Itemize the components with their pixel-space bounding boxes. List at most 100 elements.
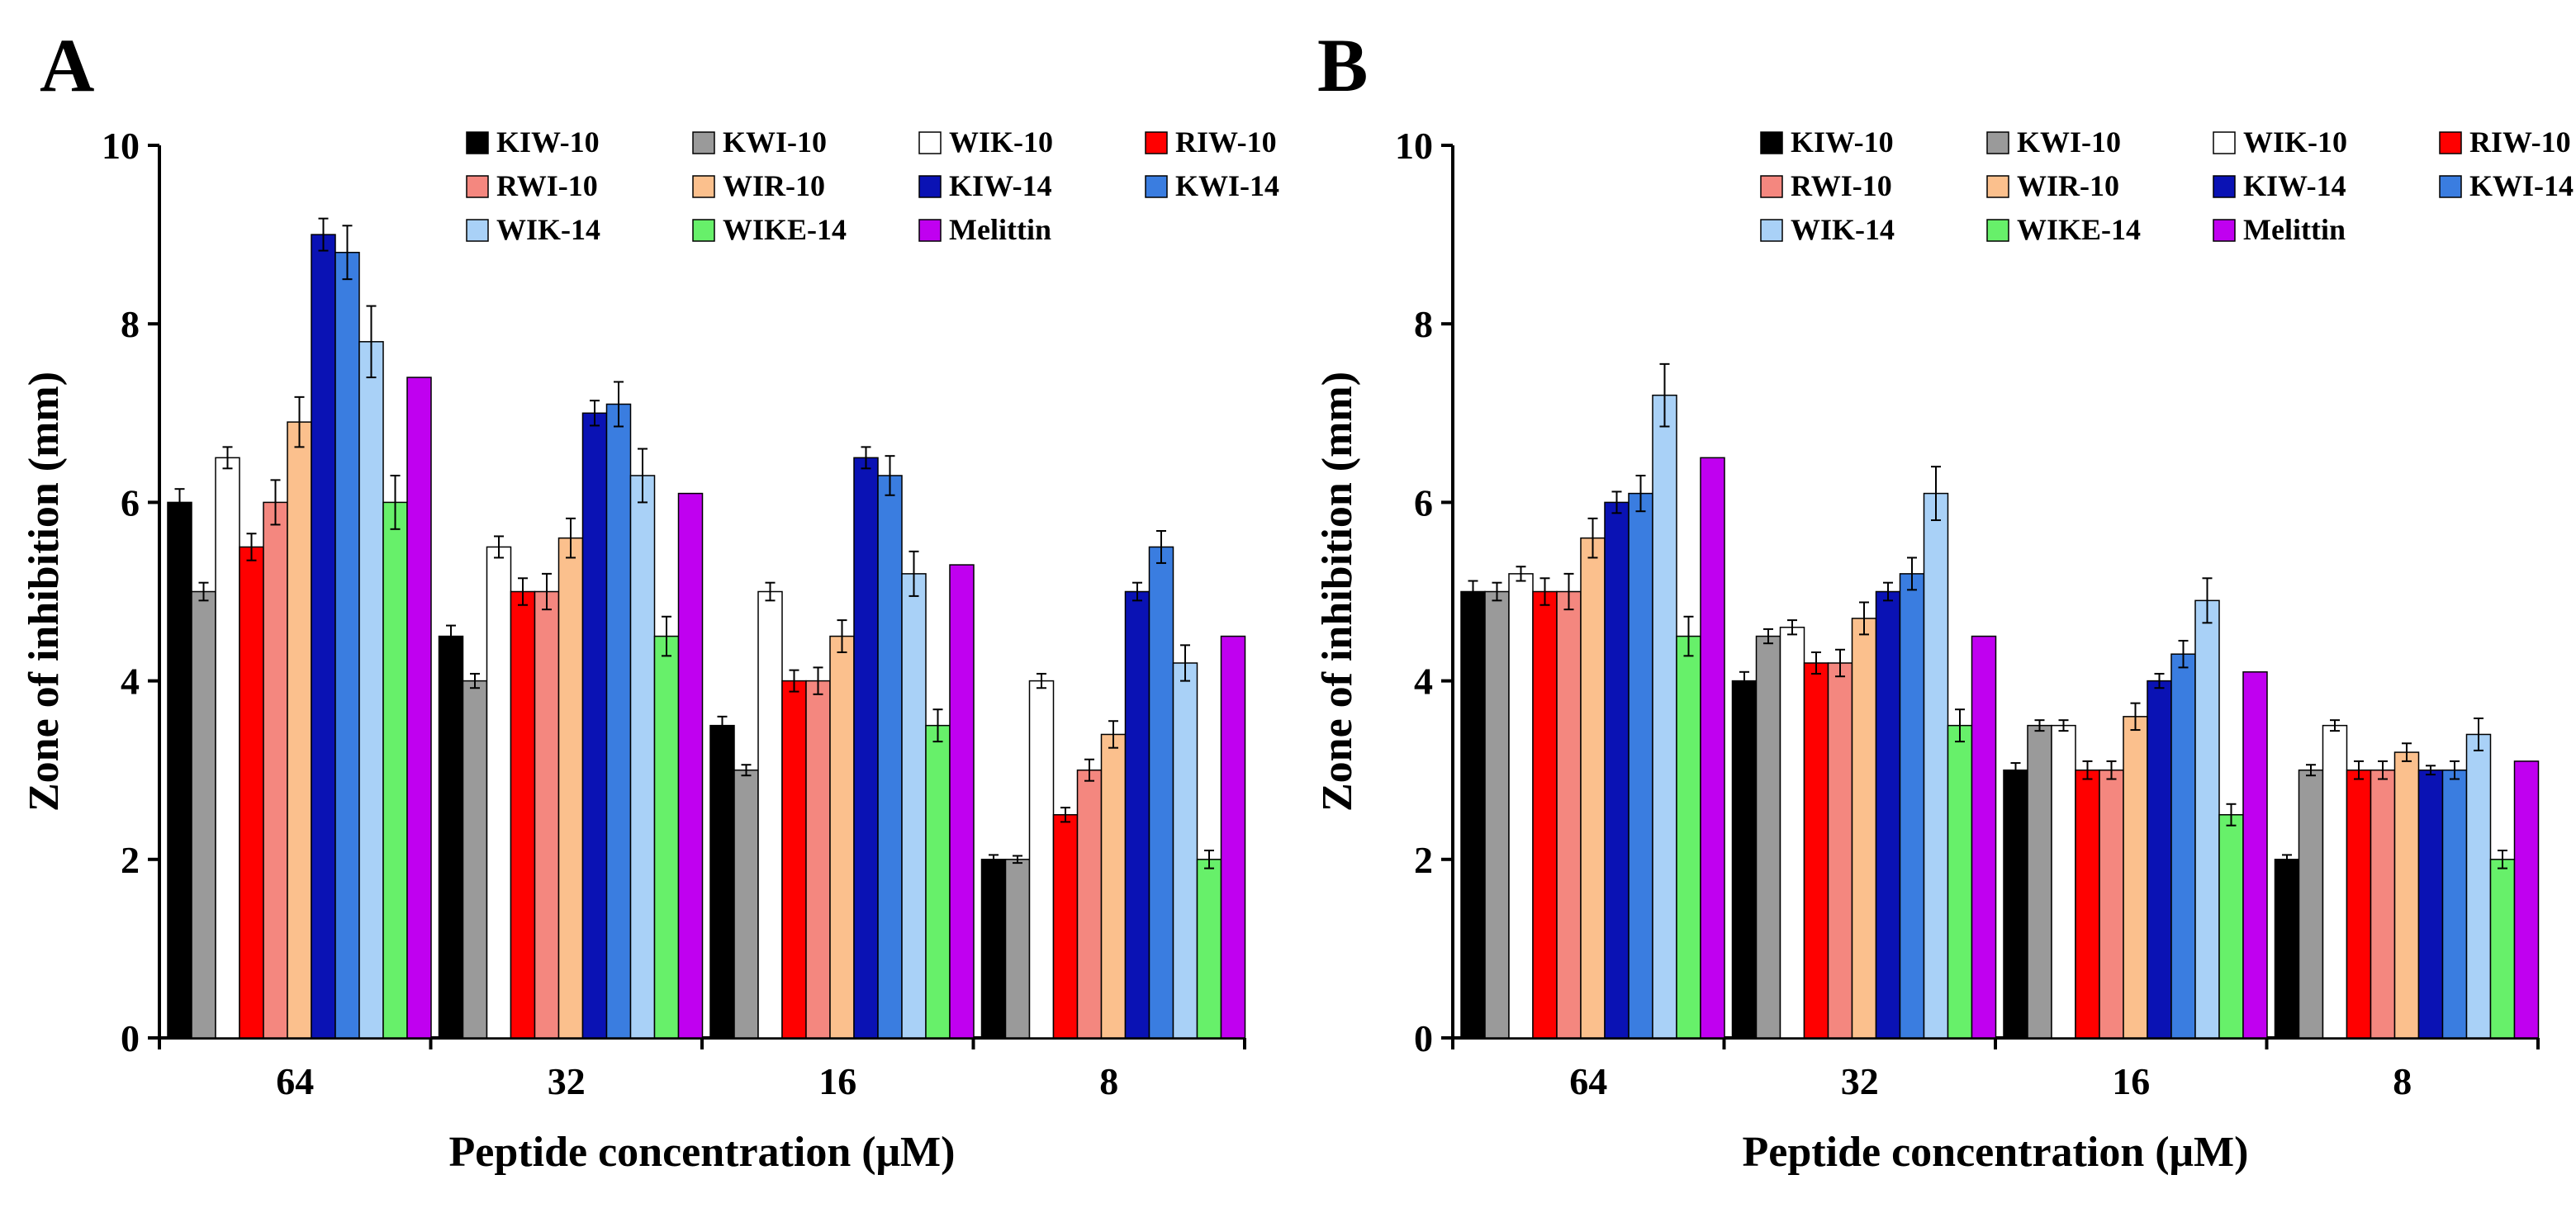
bar — [1652, 394, 1677, 1039]
bar — [263, 501, 288, 1039]
bar — [167, 501, 192, 1039]
bar — [287, 421, 312, 1039]
y-tick-label: 4 — [121, 661, 140, 703]
bar — [1803, 662, 1829, 1039]
bar — [191, 590, 216, 1039]
chart-panel-b: B 0 2 4 6 8 10 Zone of inhibition (mm) 64 32 16 8 Pe… — [1314, 23, 2574, 1176]
x-axis-title: Peptide concentration (μM) — [449, 1129, 956, 1176]
bar — [334, 251, 360, 1039]
legend-label: Melittin — [949, 213, 1051, 246]
bar — [557, 537, 584, 1039]
bar — [805, 680, 831, 1039]
legend-label: WIKE-14 — [723, 213, 847, 246]
legend-swatch — [2439, 175, 2462, 198]
x-tick-label: 8 — [2393, 1060, 2412, 1102]
bar — [781, 680, 807, 1039]
y-tick-label: 10 — [102, 125, 140, 167]
legend-swatch — [1760, 175, 1783, 198]
bar — [757, 590, 783, 1039]
bar — [1172, 662, 1198, 1039]
legend-swatch — [918, 175, 942, 198]
legend-swatch — [2213, 175, 2236, 198]
legend-swatch — [1986, 175, 2009, 198]
bar — [677, 492, 704, 1039]
y-axis-title: Zone of inhibition (mm) — [21, 372, 68, 812]
legend-label: KWI-14 — [1175, 169, 1279, 202]
bar — [2194, 599, 2220, 1039]
x-axis-title: Peptide concentration (μM) — [1743, 1129, 2249, 1176]
y-tick-label: 8 — [121, 303, 140, 345]
bar — [980, 859, 1007, 1039]
bar — [2322, 724, 2348, 1039]
x-tick-label: 32 — [1841, 1060, 1879, 1102]
legend-swatch — [466, 219, 489, 242]
legend-swatch — [692, 219, 715, 242]
bar — [486, 546, 512, 1039]
panel-letter: A — [40, 23, 94, 107]
bar — [1604, 501, 1630, 1039]
bar — [1100, 733, 1127, 1039]
legend-swatch — [692, 131, 715, 154]
legend-label: RWI-10 — [1791, 169, 1892, 202]
legend-label: RWI-10 — [496, 169, 598, 202]
y-tick-label: 0 — [1414, 1017, 1433, 1059]
bar — [1875, 590, 1901, 1039]
bar — [1484, 590, 1510, 1039]
y-tick-label: 6 — [1414, 481, 1433, 523]
legend-label: KIW-10 — [496, 126, 600, 159]
legend-label: KIW-10 — [1791, 126, 1894, 159]
bar — [949, 564, 975, 1039]
bar — [382, 501, 408, 1039]
bar — [829, 635, 855, 1039]
bar — [925, 724, 951, 1039]
x-tick-label: 16 — [2112, 1060, 2150, 1102]
legend-swatch — [918, 131, 942, 154]
bar — [358, 341, 384, 1039]
bar — [2417, 769, 2444, 1039]
bar — [2370, 769, 2396, 1039]
bar — [1532, 590, 1558, 1039]
legend-swatch — [1145, 131, 1168, 154]
bar — [1556, 590, 1582, 1039]
panel-letter: B — [1317, 23, 1368, 107]
legend-label: WIK-14 — [1791, 213, 1895, 246]
bar — [1124, 590, 1150, 1039]
y-axis-title: Zone of inhibition (mm) — [1314, 372, 1361, 812]
bar — [1196, 859, 1222, 1039]
legend-swatch — [918, 219, 942, 242]
bar — [901, 573, 927, 1039]
bar — [709, 724, 735, 1039]
bar — [2123, 716, 2148, 1039]
y-tick-label: 2 — [121, 839, 140, 881]
bar — [629, 475, 656, 1039]
legend-label: KWI-10 — [2017, 126, 2121, 159]
legend-swatch — [692, 175, 715, 198]
legend-swatch — [466, 131, 489, 154]
bar — [605, 403, 632, 1039]
legend-label: WIKE-14 — [2017, 213, 2141, 246]
legend-swatch — [466, 175, 489, 198]
bar — [653, 635, 680, 1039]
bar — [311, 234, 336, 1039]
bar — [2099, 769, 2124, 1039]
bar — [2003, 769, 2028, 1039]
bar — [2242, 671, 2268, 1039]
legend-swatch — [1145, 175, 1168, 198]
bar — [2393, 751, 2420, 1039]
bar — [2027, 724, 2052, 1039]
legend-label: WIR-10 — [723, 169, 825, 202]
bar — [239, 546, 264, 1039]
legend-label: KIW-14 — [949, 169, 1052, 202]
bar — [2218, 814, 2244, 1039]
y-tick-label: 2 — [1414, 839, 1433, 881]
x-tick-label: 8 — [1099, 1060, 1118, 1102]
bar — [2346, 769, 2372, 1039]
bar — [2465, 733, 2492, 1039]
legend-label: RIW-10 — [1175, 126, 1277, 159]
y-tick-label: 0 — [121, 1017, 140, 1059]
legend-swatch — [2213, 131, 2236, 154]
legend-swatch — [1986, 219, 2009, 242]
bar — [1971, 635, 1997, 1039]
legend-label: WIK-14 — [496, 213, 600, 246]
legend-label: KIW-14 — [2243, 169, 2346, 202]
